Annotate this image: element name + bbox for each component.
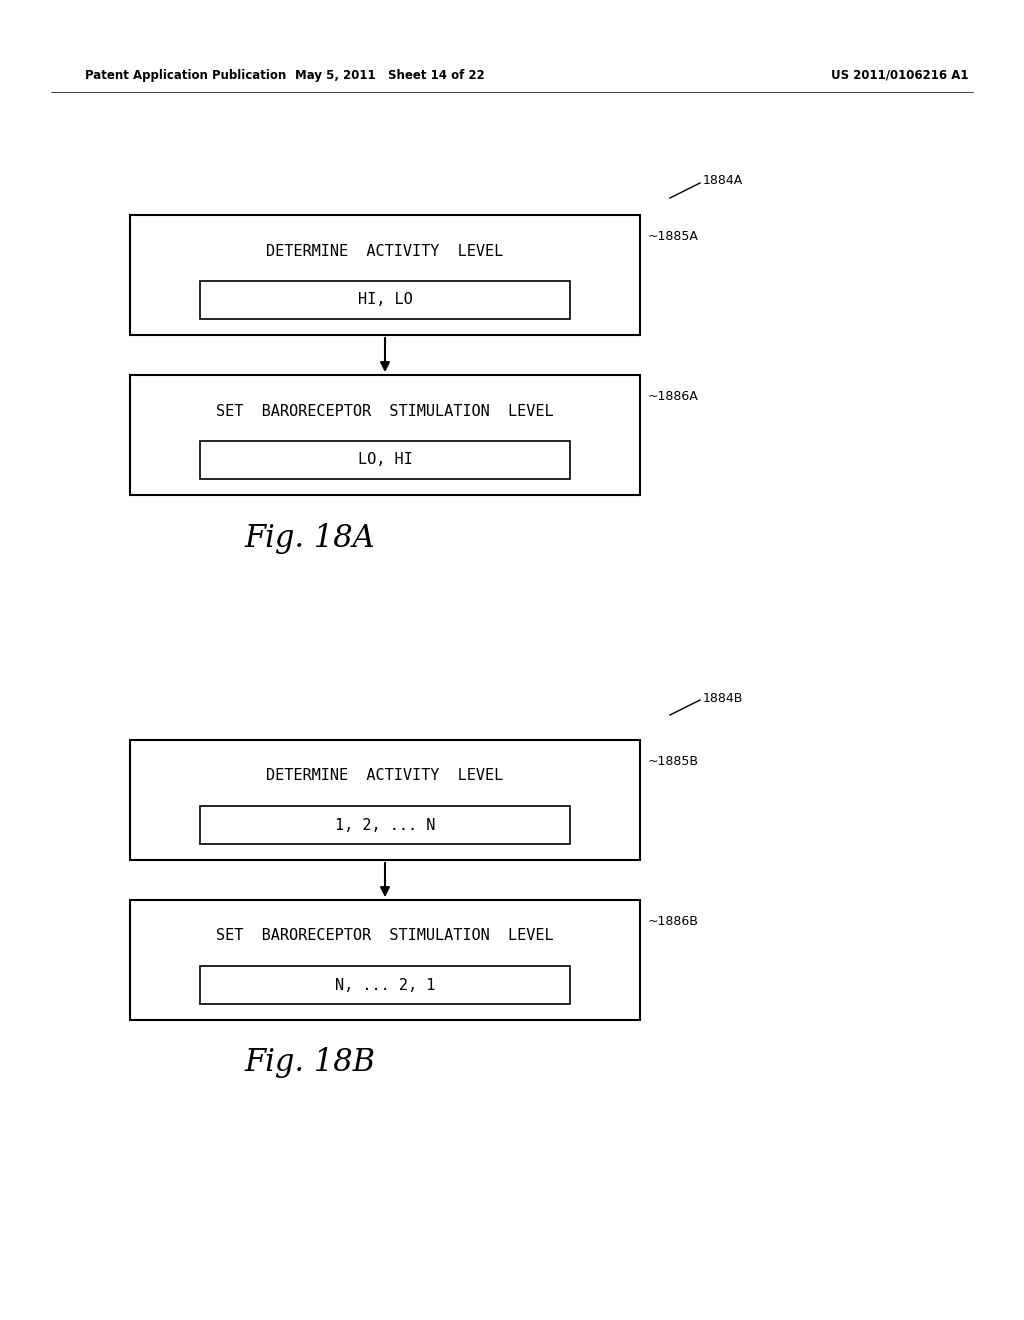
Text: Patent Application Publication: Patent Application Publication xyxy=(85,69,287,82)
Bar xyxy=(130,375,640,495)
Bar xyxy=(130,741,640,861)
Text: N, ... 2, 1: N, ... 2, 1 xyxy=(335,978,435,993)
Text: LO, HI: LO, HI xyxy=(357,453,413,467)
Text: ~1886A: ~1886A xyxy=(648,391,698,403)
Text: SET  BARORECEPTOR  STIMULATION  LEVEL: SET BARORECEPTOR STIMULATION LEVEL xyxy=(216,928,554,944)
Bar xyxy=(200,441,570,479)
Text: Fig. 18B: Fig. 18B xyxy=(245,1047,376,1077)
Bar xyxy=(130,215,640,335)
Text: 1884A: 1884A xyxy=(703,174,743,187)
Text: ~1886B: ~1886B xyxy=(648,915,698,928)
Text: SET  BARORECEPTOR  STIMULATION  LEVEL: SET BARORECEPTOR STIMULATION LEVEL xyxy=(216,404,554,418)
Text: US 2011/0106216 A1: US 2011/0106216 A1 xyxy=(831,69,969,82)
Bar xyxy=(200,281,570,319)
Text: Fig. 18A: Fig. 18A xyxy=(245,523,376,553)
Text: DETERMINE  ACTIVITY  LEVEL: DETERMINE ACTIVITY LEVEL xyxy=(266,768,504,784)
Text: 1, 2, ... N: 1, 2, ... N xyxy=(335,817,435,833)
Bar xyxy=(200,966,570,1005)
Bar xyxy=(200,807,570,843)
Text: ~1885A: ~1885A xyxy=(648,230,698,243)
Text: ~1885B: ~1885B xyxy=(648,755,699,768)
Text: May 5, 2011   Sheet 14 of 22: May 5, 2011 Sheet 14 of 22 xyxy=(295,69,485,82)
Text: DETERMINE  ACTIVITY  LEVEL: DETERMINE ACTIVITY LEVEL xyxy=(266,243,504,259)
Bar xyxy=(130,900,640,1020)
Text: 1884B: 1884B xyxy=(703,692,743,705)
Text: HI, LO: HI, LO xyxy=(357,293,413,308)
